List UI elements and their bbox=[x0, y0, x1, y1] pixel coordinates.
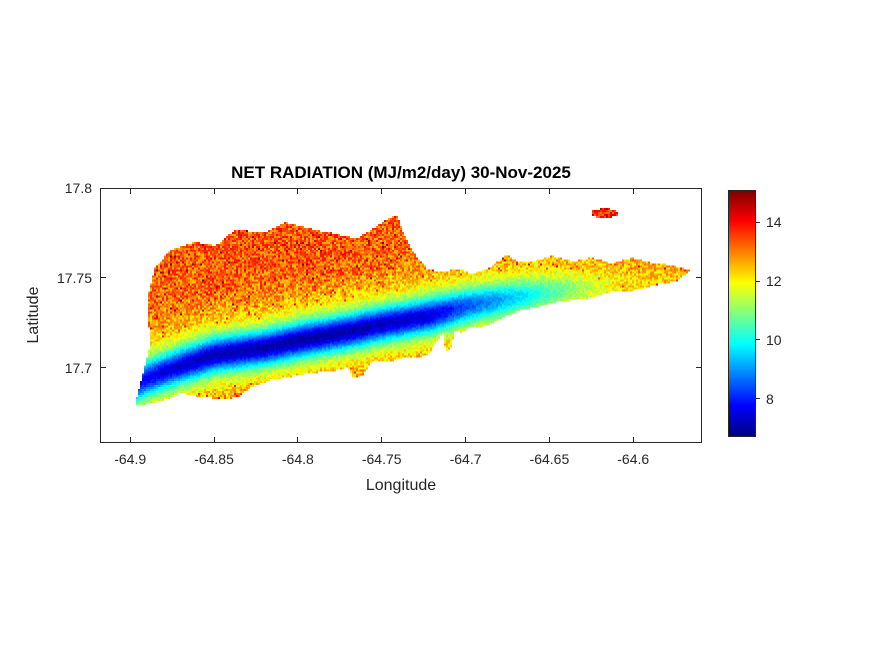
y-tick-mark bbox=[101, 367, 106, 369]
x-tick-label: -64.85 bbox=[194, 451, 234, 467]
y-tick-label: 17.75 bbox=[56, 269, 92, 286]
x-tick-label: -64.7 bbox=[449, 451, 482, 467]
colorbar-tick-mark bbox=[756, 339, 760, 341]
x-axis-label: Longitude bbox=[365, 477, 437, 494]
x-tick-mark-top bbox=[213, 189, 215, 194]
x-tick-mark bbox=[129, 437, 131, 442]
colorbar-tick-mark bbox=[756, 221, 760, 223]
colorbar-tick-mark bbox=[756, 280, 760, 282]
y-tick-mark bbox=[101, 187, 106, 189]
x-tick-label: -64.8 bbox=[281, 451, 314, 467]
x-tick-mark bbox=[297, 437, 299, 442]
x-tick-mark-top bbox=[548, 189, 550, 194]
x-tick-mark bbox=[213, 437, 215, 442]
colorbar-tick-label: 12 bbox=[766, 273, 782, 290]
y-tick-mark-right bbox=[696, 277, 701, 279]
x-tick-label: -64.65 bbox=[529, 451, 570, 467]
y-axis-label: Latitude bbox=[25, 286, 42, 344]
x-tick-label: -64.75 bbox=[361, 451, 402, 467]
colorbar-canvas bbox=[728, 190, 756, 437]
chart-title: NET RADIATION (MJ/m2/day) 30-Nov-2025 bbox=[231, 163, 571, 182]
x-tick-mark bbox=[548, 437, 550, 442]
colorbar-tick-label: 10 bbox=[766, 331, 782, 348]
x-tick-mark-top bbox=[465, 189, 467, 194]
x-tick-mark-top bbox=[381, 189, 383, 194]
x-tick-label: -64.6 bbox=[617, 451, 650, 467]
x-tick-mark bbox=[632, 437, 634, 442]
x-tick-mark bbox=[381, 437, 383, 442]
y-tick-label: 17.8 bbox=[64, 180, 92, 196]
colorbar-tick-label: 8 bbox=[766, 390, 774, 407]
colorbar-tick-label: 14 bbox=[766, 214, 782, 231]
colorbar-tick-mark bbox=[756, 398, 760, 400]
x-tick-mark-top bbox=[297, 189, 299, 194]
x-tick-mark-top bbox=[632, 189, 634, 194]
y-tick-mark-right bbox=[696, 187, 701, 189]
x-tick-mark bbox=[465, 437, 467, 442]
heatmap-canvas bbox=[100, 188, 702, 443]
x-tick-mark-top bbox=[129, 189, 131, 194]
y-tick-mark-right bbox=[696, 367, 701, 369]
y-tick-mark bbox=[101, 277, 106, 279]
x-tick-label: -64.9 bbox=[114, 451, 147, 467]
y-tick-label: 17.7 bbox=[64, 359, 92, 376]
